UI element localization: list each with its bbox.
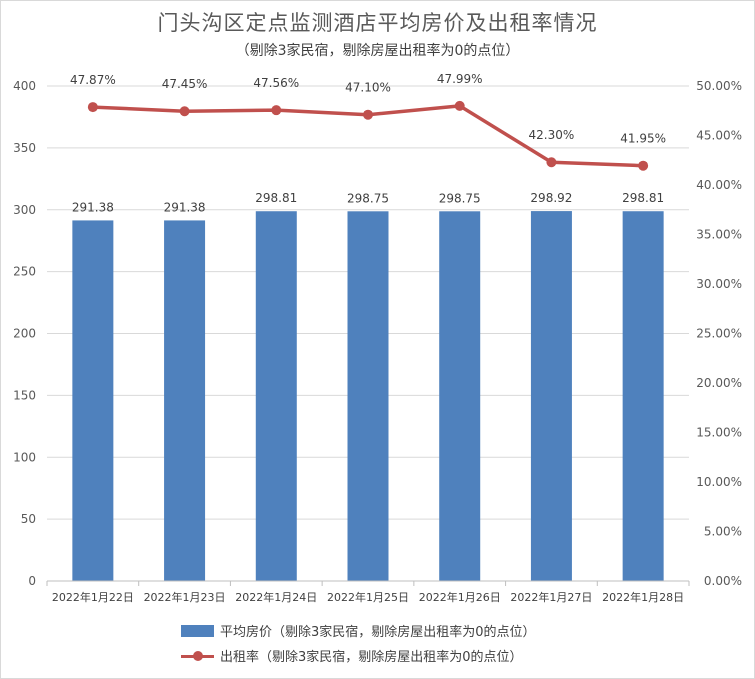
y-left-tick-label: 250 — [13, 265, 36, 279]
bar — [439, 211, 481, 581]
occupancy-value-label: 47.99% — [437, 72, 483, 86]
bar-value-label: 298.75 — [347, 191, 389, 205]
y-right-tick-label: 20.00% — [696, 376, 742, 390]
bar — [530, 211, 572, 582]
legend-label-occupancy: 出租率（剔除3家民宿，剔除房屋出租率为0的点位） — [220, 650, 523, 665]
y-left-tick-label: 0 — [28, 574, 36, 588]
y-right-tick-label: 15.00% — [696, 426, 742, 440]
line-series — [87, 100, 649, 171]
x-tick-label: 2022年1月27日 — [510, 590, 592, 604]
occupancy-point — [546, 157, 557, 168]
occupancy-value-label: 47.45% — [162, 77, 208, 91]
occupancy-point — [363, 109, 373, 120]
bar-value-label: 298.92 — [530, 191, 572, 205]
legend-label-avg-price: 平均房价（剔除3家民宿，剔除房屋出租率为0的点位） — [220, 625, 536, 640]
occupancy-point — [87, 102, 98, 113]
occupancy-value-label: 47.10% — [345, 81, 391, 95]
bar-value-label: 298.81 — [622, 191, 664, 205]
y-left-tick-label: 50 — [21, 512, 36, 526]
data-labels: 291.38 291.38 298.81 298.75 298.75 298.92 298.… — [70, 72, 666, 215]
bar-series — [72, 211, 664, 582]
x-tick-label: 2022年1月24日 — [235, 590, 317, 604]
occupancy-point — [271, 105, 282, 116]
bar — [164, 220, 206, 582]
occupancy-point — [454, 100, 465, 111]
bar-value-label: 298.81 — [255, 191, 297, 205]
bar-value-label: 291.38 — [72, 200, 114, 214]
y-left-tick-label: 400 — [13, 79, 36, 93]
occupancy-point — [638, 160, 649, 171]
bar — [347, 211, 389, 581]
bar — [72, 220, 114, 582]
bar-value-label: 291.38 — [164, 200, 206, 214]
y-right-tick-label: 5.00% — [704, 525, 742, 539]
y-right-tick-label: 30.00% — [696, 277, 742, 291]
legend-bar-swatch — [181, 624, 214, 637]
legend-item-avg-price: 平均房价（剔除3家民宿，剔除房屋出租率为0的点位） — [181, 621, 536, 640]
y-right-tick-label: 40.00% — [696, 178, 742, 192]
y-right-tick-label: 25.00% — [696, 327, 742, 341]
occupancy-value-label: 42.30% — [529, 128, 575, 142]
y-right-tick-label: 10.00% — [696, 475, 742, 489]
occupancy-point — [179, 106, 190, 117]
axes: 0 50 100 150 200 250 300 350 400 0.00% 5.00% 10.00%… — [13, 79, 742, 604]
y-left-tick-label: 200 — [13, 327, 36, 341]
bar-value-label: 298.75 — [439, 191, 481, 205]
chart-title: 门头沟区定点监测酒店平均房价及出租率情况 — [157, 11, 598, 35]
legend-line-swatch — [181, 650, 214, 662]
y-right-tick-label: 35.00% — [696, 228, 742, 242]
y-right-tick-label: 50.00% — [696, 79, 742, 93]
y-left-tick-label: 150 — [13, 388, 36, 402]
x-tick-label: 2022年1月26日 — [419, 590, 501, 604]
x-tick-label: 2022年1月23日 — [144, 590, 226, 604]
x-tick-label: 2022年1月28日 — [602, 590, 684, 604]
occupancy-value-label: 47.87% — [70, 73, 116, 87]
bar — [255, 211, 297, 581]
chart-subtitle: （剔除3家民宿，剔除房屋出租率为0的点位） — [235, 43, 520, 59]
y-right-tick-label: 45.00% — [696, 129, 742, 143]
occupancy-value-label: 41.95% — [620, 132, 666, 146]
occupancy-value-label: 47.56% — [253, 76, 299, 90]
x-tick-label: 2022年1月25日 — [327, 590, 409, 604]
y-left-tick-label: 300 — [13, 203, 36, 217]
bar — [622, 211, 664, 581]
y-left-tick-label: 100 — [13, 450, 36, 464]
y-left-tick-label: 350 — [13, 141, 36, 155]
x-tick-label: 2022年1月22日 — [52, 590, 134, 604]
y-right-tick-label: 0.00% — [704, 574, 742, 588]
legend-item-occupancy: 出租率（剔除3家民宿，剔除房屋出租率为0的点位） — [181, 646, 523, 665]
